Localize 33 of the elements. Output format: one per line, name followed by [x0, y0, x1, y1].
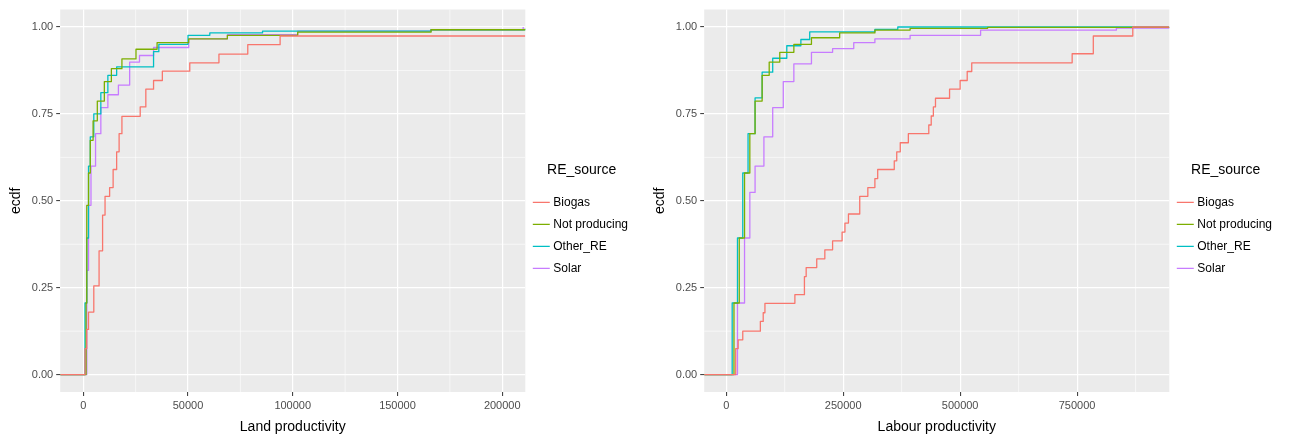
x-tick-label: 0: [723, 398, 730, 411]
y-tick-label: 0.50: [31, 193, 54, 206]
x-tick-label: 250000: [824, 398, 862, 411]
legend-label: Biogas: [1197, 194, 1234, 209]
x-tick-label: 50000: [172, 398, 204, 411]
legend-label: Not producing: [553, 216, 629, 231]
legend-title: RE_source: [1191, 161, 1261, 178]
y-tick-label: 1.00: [31, 20, 54, 33]
x-tick-label: 100000: [274, 398, 312, 411]
y-tick-label: 0.75: [675, 106, 698, 119]
legend-label: Other_RE: [553, 238, 607, 253]
legend-title: RE_source: [547, 161, 617, 178]
x-axis-title: Labour productivity: [877, 418, 996, 435]
x-axis-title: Land productivity: [239, 418, 346, 435]
legend-label: Not producing: [1197, 216, 1273, 231]
y-axis-title: ecdf: [651, 187, 668, 215]
x-tick-label: 200000: [483, 398, 521, 411]
y-tick-label: 1.00: [675, 20, 698, 33]
x-tick-label: 750000: [1058, 398, 1096, 411]
y-tick-label: 0.50: [675, 193, 698, 206]
x-tick-label: 500000: [941, 398, 979, 411]
y-tick-label: 0.00: [31, 367, 54, 380]
x-tick-label: 0: [80, 398, 87, 411]
y-tick-label: 0.25: [675, 280, 698, 293]
y-tick-label: 0.75: [31, 106, 54, 119]
y-axis-title: ecdf: [7, 187, 24, 215]
y-tick-label: 0.25: [31, 280, 54, 293]
legend-label: Solar: [553, 260, 582, 275]
legend-label: Biogas: [553, 194, 590, 209]
y-tick-label: 0.00: [675, 367, 698, 380]
x-tick-label: 150000: [379, 398, 416, 411]
legend-label: Solar: [1197, 260, 1226, 275]
legend-label: Other_RE: [1197, 238, 1251, 253]
